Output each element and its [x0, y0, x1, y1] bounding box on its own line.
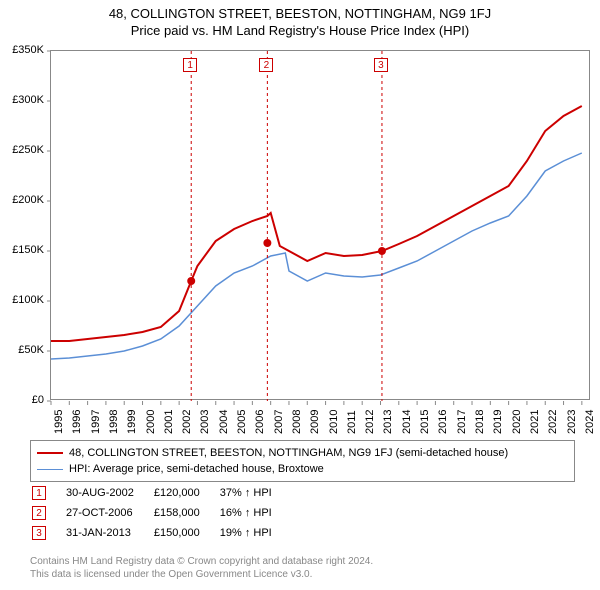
event-dot-2: [263, 239, 271, 247]
x-tick-label: 2020: [511, 410, 523, 434]
event-date: 27-OCT-2006: [66, 504, 152, 522]
plot-svg: [51, 51, 591, 401]
legend-item-0: 48, COLLINGTON STREET, BEESTON, NOTTINGH…: [37, 445, 568, 461]
x-tick-label: 1997: [90, 410, 102, 434]
x-tick-label: 2012: [364, 410, 376, 434]
event-row: 3 31-JAN-2013£150,00019% ↑ HPI: [32, 524, 290, 542]
event-marker-box-3: 3: [374, 58, 388, 72]
y-tick-label: £100K: [12, 294, 44, 306]
x-tick-label: 2016: [437, 410, 449, 434]
x-tick-label: 2023: [566, 410, 578, 434]
x-tick-label: 2005: [236, 410, 248, 434]
legend: 48, COLLINGTON STREET, BEESTON, NOTTINGH…: [30, 440, 575, 482]
series-price_paid: [51, 106, 582, 341]
event-date: 30-AUG-2002: [66, 484, 152, 502]
x-tick-label: 2008: [291, 410, 303, 434]
x-tick-label: 2001: [163, 410, 175, 434]
footnote: Contains HM Land Registry data © Crown c…: [30, 556, 373, 581]
y-tick-label: £200K: [12, 194, 44, 206]
x-tick-label: 2006: [254, 410, 266, 434]
event-row: 1 30-AUG-2002£120,00037% ↑ HPI: [32, 484, 290, 502]
x-tick-label: 2011: [346, 410, 358, 434]
x-tick-label: 2017: [456, 410, 468, 434]
event-row-marker: 2: [32, 506, 46, 520]
x-tick-label: 2019: [492, 410, 504, 434]
x-tick-label: 2015: [419, 410, 431, 434]
x-tick-label: 2002: [181, 410, 193, 434]
chart-title-line2: Price paid vs. HM Land Registry's House …: [0, 23, 600, 38]
x-tick-label: 2021: [529, 410, 541, 434]
x-tick-label: 1998: [108, 410, 120, 434]
event-row-marker: 1: [32, 486, 46, 500]
legend-item-1: HPI: Average price, semi-detached house,…: [37, 461, 568, 477]
y-tick-label: £350K: [12, 44, 44, 56]
legend-swatch-0: [37, 452, 63, 454]
x-tick-label: 2013: [382, 410, 394, 434]
x-tick-label: 2009: [309, 410, 321, 434]
event-price: £158,000: [154, 504, 218, 522]
x-tick-label: 1996: [71, 410, 83, 434]
y-tick-label: £0: [32, 394, 44, 406]
x-tick-label: 1999: [126, 410, 138, 434]
event-delta: 37% ↑ HPI: [220, 484, 290, 502]
y-tick-label: £50K: [18, 344, 44, 356]
legend-label-1: HPI: Average price, semi-detached house,…: [69, 463, 324, 475]
legend-swatch-1: [37, 469, 63, 470]
event-marker-box-1: 1: [183, 58, 197, 72]
event-dot-1: [187, 277, 195, 285]
event-delta: 16% ↑ HPI: [220, 504, 290, 522]
x-tick-label: 2000: [145, 410, 157, 434]
event-row: 2 27-OCT-2006£158,00016% ↑ HPI: [32, 504, 290, 522]
event-row-marker: 3: [32, 526, 46, 540]
event-delta: 19% ↑ HPI: [220, 524, 290, 542]
x-tick-label: 2004: [218, 410, 230, 434]
event-price: £150,000: [154, 524, 218, 542]
y-tick-label: £150K: [12, 244, 44, 256]
event-marker-box-2: 2: [259, 58, 273, 72]
legend-label-0: 48, COLLINGTON STREET, BEESTON, NOTTINGH…: [69, 447, 508, 459]
footnote-line1: Contains HM Land Registry data © Crown c…: [30, 556, 373, 569]
x-tick-label: 2024: [584, 410, 596, 434]
event-price: £120,000: [154, 484, 218, 502]
y-tick-label: £250K: [12, 144, 44, 156]
x-tick-label: 2014: [401, 410, 413, 434]
event-dot-3: [378, 247, 386, 255]
plot-frame: [50, 50, 590, 400]
x-tick-label: 1995: [53, 410, 65, 434]
x-tick-label: 2022: [547, 410, 559, 434]
chart-title-line1: 48, COLLINGTON STREET, BEESTON, NOTTINGH…: [0, 6, 600, 21]
x-tick-label: 2003: [199, 410, 211, 434]
y-tick-label: £300K: [12, 94, 44, 106]
x-tick-label: 2018: [474, 410, 486, 434]
chart-area: £0£50K£100K£150K£200K£250K£300K£350K 199…: [50, 50, 590, 400]
events-table: 1 30-AUG-2002£120,00037% ↑ HPI 2 27-OCT-200…: [30, 482, 292, 544]
x-tick-label: 2010: [328, 410, 340, 434]
footnote-line2: This data is licensed under the Open Gov…: [30, 569, 373, 582]
x-tick-label: 2007: [273, 410, 285, 434]
event-date: 31-JAN-2013: [66, 524, 152, 542]
